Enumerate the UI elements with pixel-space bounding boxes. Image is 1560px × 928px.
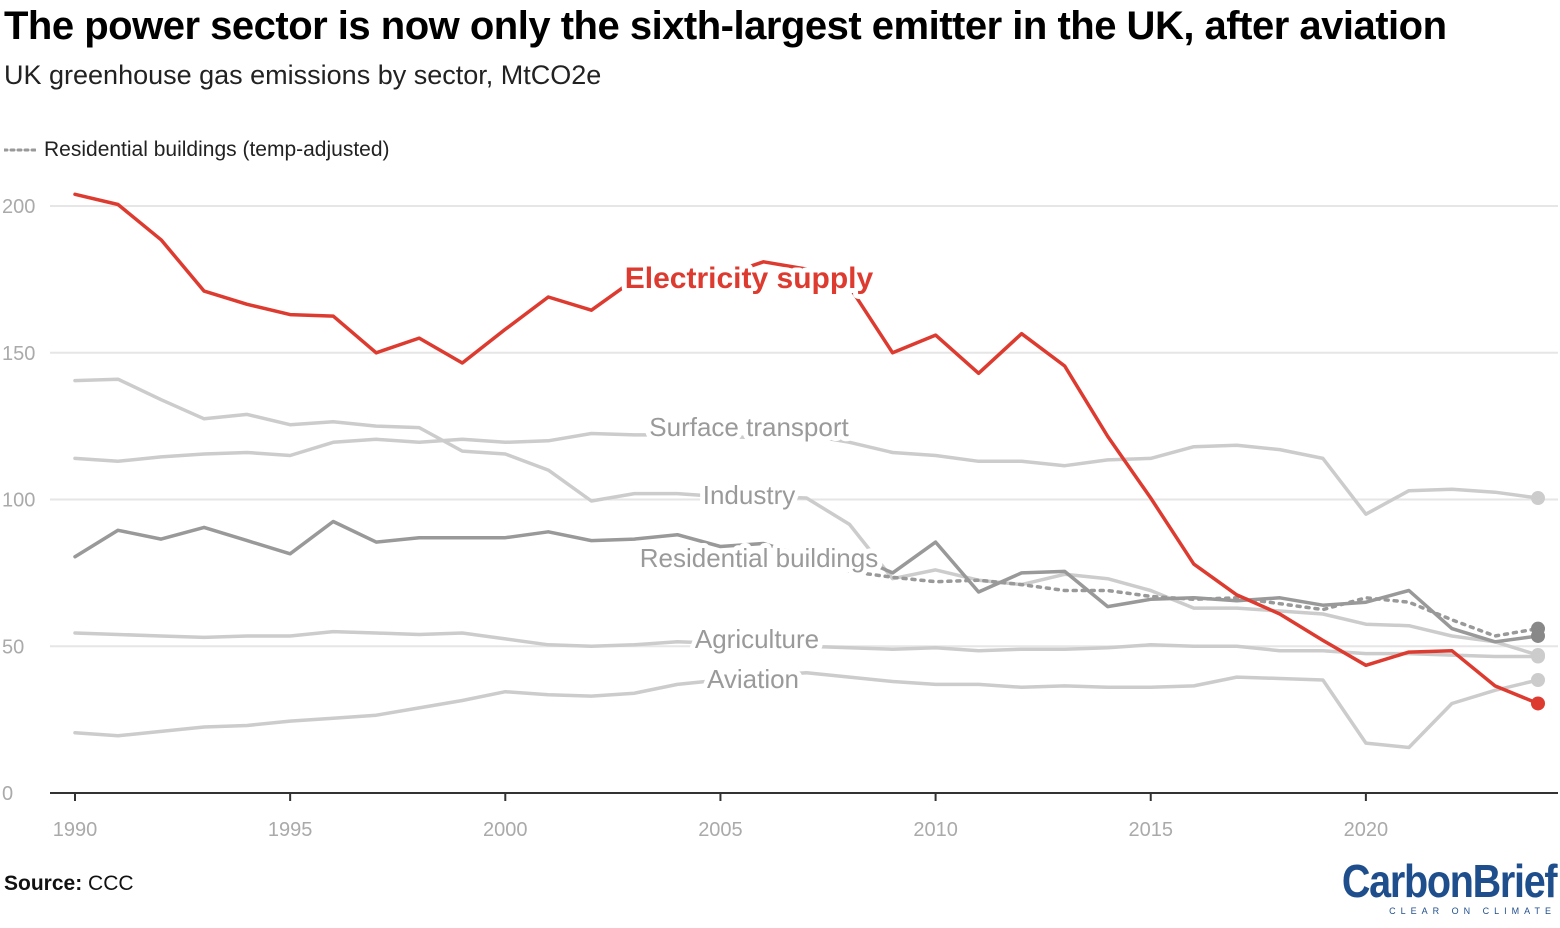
chart-subtitle: UK greenhouse gas emissions by sector, M… [4,60,602,90]
residential-buildings-label: Residential buildings [640,543,878,573]
y-tick-label: 0 [2,783,13,805]
chart-title: The power sector is now only the sixth-l… [4,4,1447,48]
x-tick-label: 2020 [1344,819,1389,841]
x-tick-label: 2000 [483,819,528,841]
legend-label: Residential buildings (temp-adjusted) [44,138,390,161]
industry-line [73,377,1540,657]
legend: Residential buildings (temp-adjusted) [4,138,390,162]
series-labels: Surface transport Industry Residential b… [620,257,883,699]
y-tick-label: 100 [2,490,35,512]
brand-tagline: CLEAR ON CLIMATE [1389,906,1556,916]
source-text: CCC [88,872,134,895]
x-tick-label: 2010 [913,819,958,841]
residential-buildings-temp-adjusted-line [847,569,1540,638]
aviation-endpoint [1531,673,1545,688]
source-label: Source: [4,872,83,895]
brand-name: CarbonBrief [1341,855,1558,907]
industry-label: Industry [703,480,796,510]
x-tick-label: 1995 [268,819,313,841]
surface-transport-line [73,431,1540,516]
x-tick-label: 2005 [698,819,743,841]
series-endpoints [1531,491,1545,711]
aviation-line [73,670,1540,750]
x-tick-label: 1990 [53,819,98,841]
dotted-line-legend-icon [4,148,36,152]
y-tick-label: 150 [2,343,35,365]
agriculture-line [73,629,1540,659]
electricity-supply-label: Electricity supply [625,262,874,295]
electricity-supply-endpoint [1531,696,1545,711]
surface-transport-endpoint [1531,491,1545,506]
agriculture-endpoint [1531,649,1545,664]
electricity-supply-line [73,192,1540,706]
axis: 0 50 100 150 200 1990 1995 2000 2005 2010 2015 2020 [2,196,1558,841]
x-tick-label: 2015 [1128,819,1173,841]
surface-transport-label: Surface transport [649,412,849,442]
agriculture-label: Agriculture [695,624,819,654]
aviation-label: Aviation [707,664,799,694]
y-tick-label: 200 [2,196,35,218]
source-note: Source: CCC [4,872,134,896]
series-lines [73,192,1540,750]
residential-buildings-line [73,519,1540,644]
y-tick-label: 50 [2,636,24,658]
residential-buildings-temp-adjusted-endpoint [1531,621,1545,636]
carbonbrief-logo: CarbonBrief CLEAR ON CLIMATE [1307,855,1558,916]
